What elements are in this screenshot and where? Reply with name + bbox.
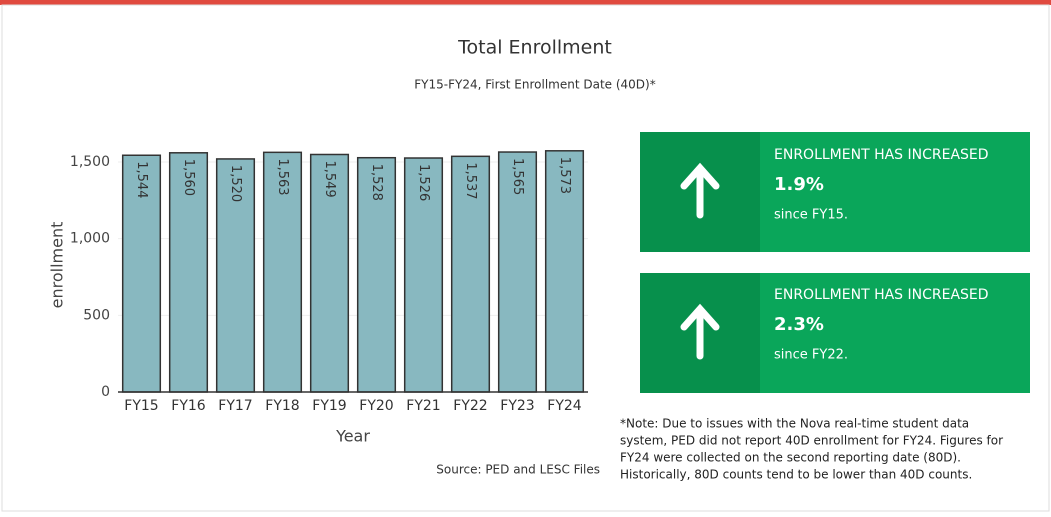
note-line: system, PED did not report 40D enrollmen… — [620, 434, 1003, 448]
card: ENROLLMENT HAS INCREASED 2.3% since FY22… — [640, 273, 1030, 393]
card-heading: ENROLLMENT HAS INCREASED — [774, 147, 989, 163]
value-label: 1,573 — [557, 157, 572, 194]
y-axis-label: enrollment — [48, 222, 67, 309]
x-tick-label: FY24 — [547, 398, 582, 414]
arrow-icon — [680, 303, 720, 360]
x-tick-label: FY23 — [500, 398, 534, 414]
x-tick-label: FY21 — [406, 398, 440, 414]
value-label: 1,544 — [134, 161, 149, 198]
x-tick-label: FY16 — [171, 398, 206, 414]
value-label: 1,537 — [463, 162, 478, 199]
bar — [450, 155, 491, 393]
card-since: since FY22. — [774, 348, 848, 363]
x-tick-label: FY15 — [124, 398, 158, 414]
x-tick-label: FY19 — [312, 398, 346, 414]
y-tick-label: 500 — [83, 307, 110, 323]
value-label: 1,565 — [510, 158, 525, 195]
value-label: 1,563 — [275, 158, 290, 195]
chart-subtitle: FY15-FY24, First Enrollment Date (40D)* — [414, 78, 655, 92]
value-label: 1,528 — [369, 164, 384, 201]
bar — [262, 151, 303, 393]
y-tick-label: 1,500 — [70, 154, 110, 170]
note-line: *Note: Due to issues with the Nova real-… — [620, 417, 969, 431]
bar — [309, 153, 350, 393]
bar — [121, 154, 162, 393]
x-tick-label: FY17 — [218, 398, 252, 414]
top-bar — [0, 0, 1051, 5]
bar — [215, 158, 256, 393]
value-label: 1,520 — [228, 165, 243, 202]
y-tick-label: 0 — [101, 384, 110, 400]
x-tick-label: FY18 — [265, 398, 299, 414]
card-heading: ENROLLMENT HAS INCREASED — [774, 287, 989, 303]
value-label: 1,526 — [416, 164, 431, 201]
x-axis-label: Year — [335, 427, 370, 446]
chart-title: Total Enrollment — [457, 37, 612, 59]
frame — [1, 4, 1050, 512]
card-since: since FY15. — [774, 208, 848, 223]
bar — [544, 150, 585, 393]
card-value: 2.3% — [774, 314, 824, 335]
card-value: 1.9% — [774, 174, 824, 195]
bar — [168, 152, 209, 393]
note-line: FY24 were collected on the second report… — [620, 451, 961, 465]
value-label: 1,560 — [181, 159, 196, 196]
card: ENROLLMENT HAS INCREASED 1.9% since FY15… — [640, 132, 1030, 252]
x-tick-label: FY20 — [359, 398, 393, 414]
note-line: Historically, 80D counts tend to be lowe… — [620, 468, 972, 482]
arrow-icon — [680, 162, 720, 219]
bar — [403, 157, 444, 393]
value-label: 1,549 — [322, 160, 337, 197]
bar — [356, 156, 397, 393]
source: Source: PED and LESC Files — [436, 463, 600, 477]
x-tick-label: FY22 — [453, 398, 487, 414]
y-tick-label: 1,000 — [70, 231, 110, 247]
